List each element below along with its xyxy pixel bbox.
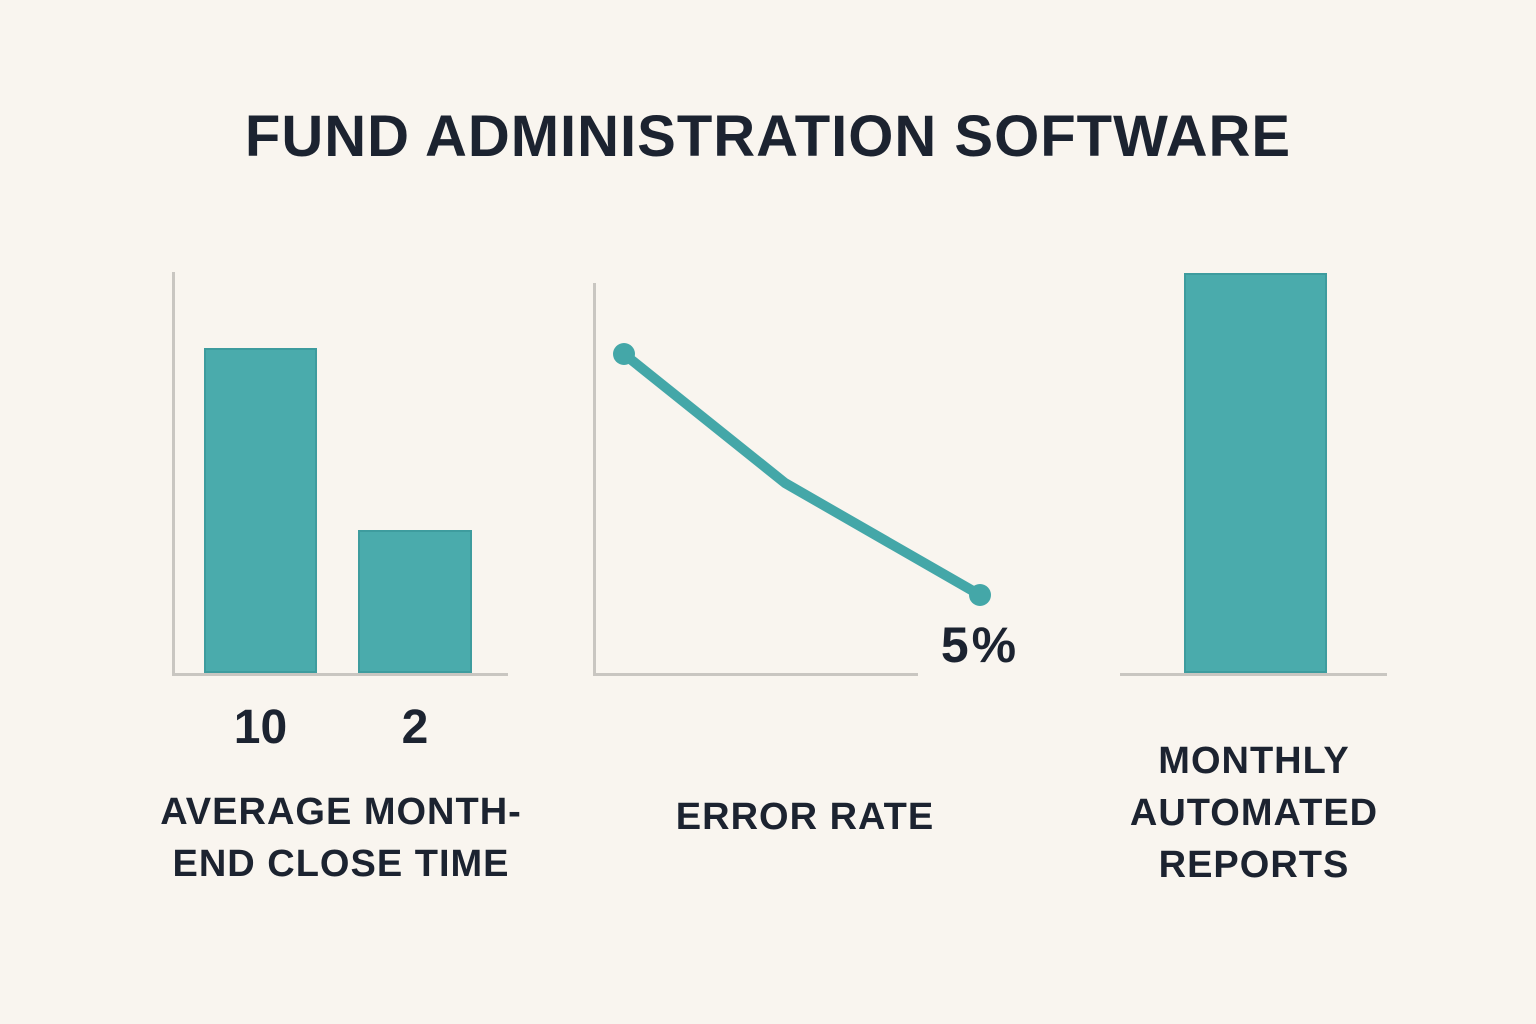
close-time-caption-line-2: END CLOSE TIME: [172, 843, 510, 885]
close-time-value-after: 2: [401, 701, 429, 754]
close-time-y-axis: [172, 272, 175, 676]
close-time-caption-line-1: AVERAGE MONTH-: [160, 791, 522, 833]
reports-caption: MONTHLY AUTOMATED REPORTS: [1104, 735, 1404, 891]
reports-x-axis: [1120, 673, 1387, 676]
error-rate-start-dot: [613, 343, 635, 365]
error-rate-caption: ERROR RATE: [675, 796, 935, 838]
close-time-bar-before: [204, 348, 317, 673]
reports-bar: [1184, 273, 1327, 673]
close-time-x-axis: [172, 673, 508, 676]
error-rate-annotation: 5%: [940, 617, 1020, 673]
error-rate-y-axis: [593, 283, 596, 676]
reports-caption-line-2: AUTOMATED: [1129, 792, 1379, 834]
close-time-bar-after: [358, 530, 472, 673]
error-rate-line-svg: [613, 343, 991, 606]
error-rate-end-dot: [969, 584, 991, 606]
close-time-value-before: 10: [233, 701, 288, 754]
reports-caption-line-1: MONTHLY: [1158, 740, 1350, 782]
reports-caption-line-3: REPORTS: [1158, 844, 1350, 886]
error-rate-x-axis: [593, 673, 918, 676]
error-rate-trend-line: [619, 349, 985, 600]
close-time-caption: AVERAGE MONTH- END CLOSE TIME: [136, 786, 546, 890]
page-title: FUND ADMINISTRATION SOFTWARE: [244, 104, 1292, 169]
